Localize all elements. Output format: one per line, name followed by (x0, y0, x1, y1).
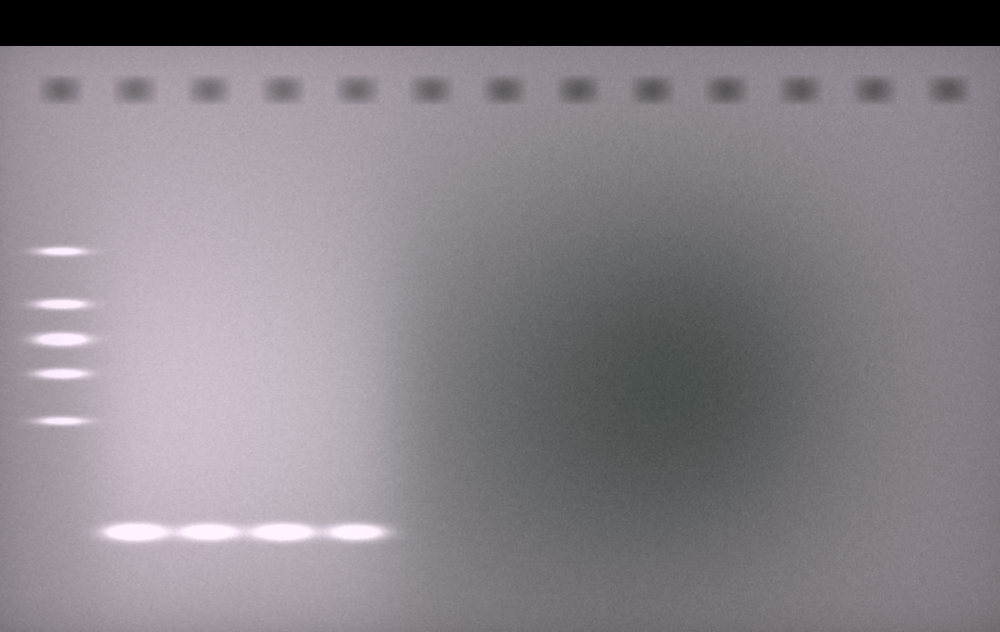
Text: 3: 3 (272, 0, 294, 23)
Text: 8: 8 (641, 0, 663, 23)
Text: ck: ck (929, 0, 967, 23)
Text: 7: 7 (567, 0, 589, 23)
Text: 4: 4 (346, 0, 368, 23)
Text: 6: 6 (493, 0, 515, 23)
Text: 2: 2 (198, 0, 220, 23)
Text: 5: 5 (420, 0, 442, 23)
Text: 1: 1 (124, 0, 146, 23)
Text: 11: 11 (856, 0, 893, 23)
Text: 10: 10 (782, 0, 818, 23)
Text: 9: 9 (715, 0, 737, 23)
Text: M: M (46, 0, 76, 23)
